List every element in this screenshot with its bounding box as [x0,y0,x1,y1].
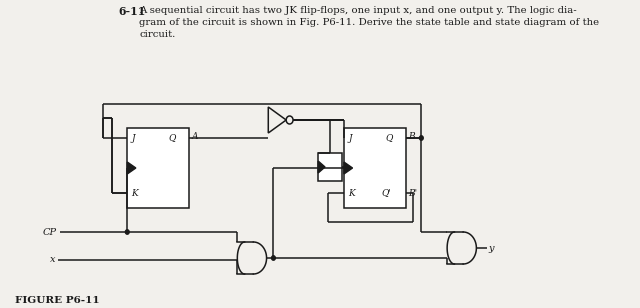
Circle shape [125,230,129,234]
Text: K: K [348,188,355,197]
Circle shape [271,256,275,260]
Text: B: B [408,132,415,140]
Text: Q: Q [385,133,392,143]
Polygon shape [318,161,325,173]
Bar [344,128,406,208]
Circle shape [419,136,423,140]
Text: J: J [132,133,135,143]
Text: K: K [132,188,138,197]
Bar [127,128,189,208]
Polygon shape [344,162,353,174]
Bar [318,153,342,181]
Text: Q': Q' [382,188,392,197]
Text: A sequential circuit has two JK flip-flops, one input x, and one output y. The l: A sequential circuit has two JK flip-flo… [140,6,600,39]
Polygon shape [127,162,136,174]
Text: FIGURE P6-11: FIGURE P6-11 [15,296,100,305]
Text: 6-11: 6-11 [118,6,146,17]
Text: CP: CP [43,228,57,237]
Text: B': B' [408,188,417,197]
Text: A: A [192,132,198,140]
Text: x: x [49,256,55,265]
Text: J: J [348,133,352,143]
Text: y: y [488,244,494,253]
Text: Q: Q [168,133,176,143]
